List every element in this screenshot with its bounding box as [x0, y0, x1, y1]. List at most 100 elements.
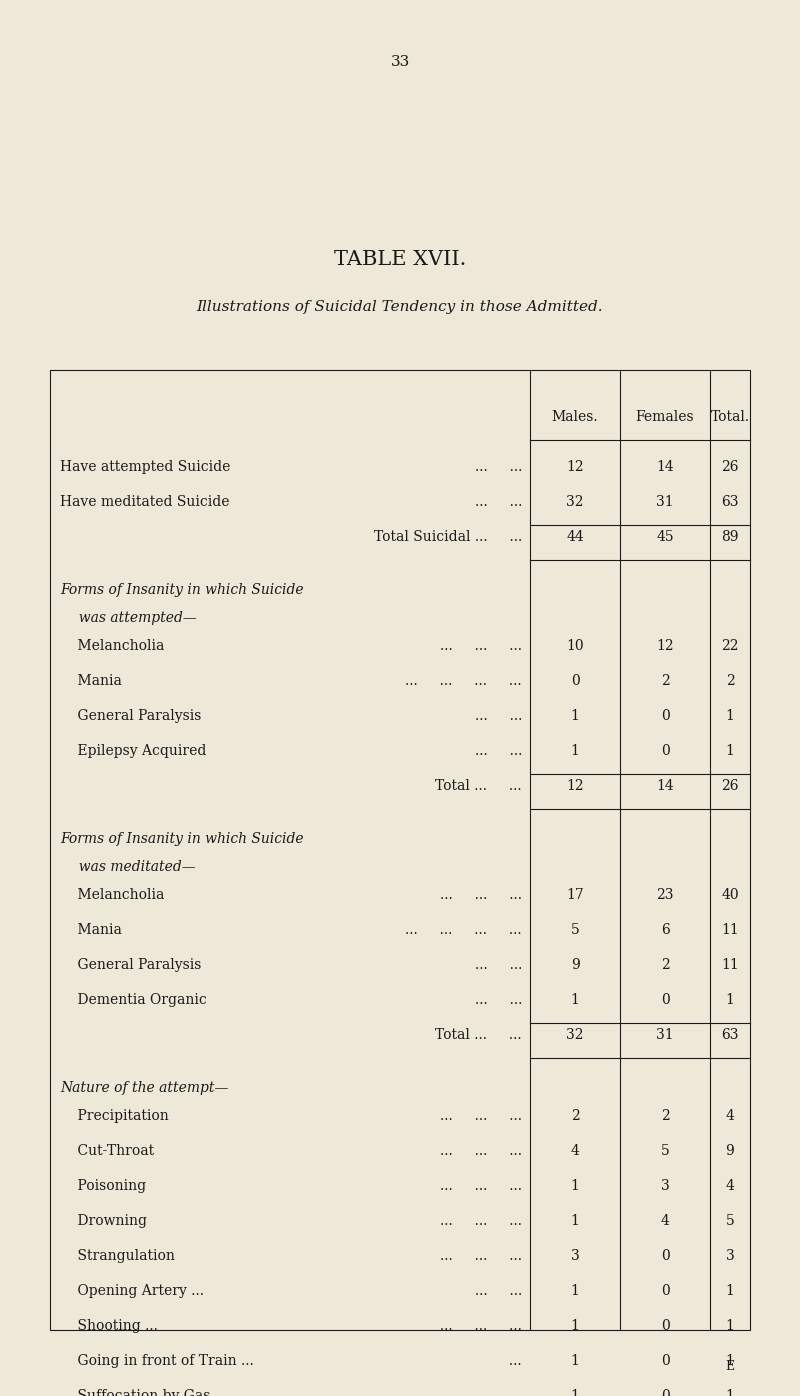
Text: E: E [726, 1360, 734, 1374]
Text: ...     ...     ...: ... ... ... [440, 888, 522, 902]
Text: 0: 0 [661, 1319, 670, 1333]
Text: General Paralysis: General Paralysis [60, 958, 202, 972]
Text: 33: 33 [390, 54, 410, 68]
Text: 1: 1 [726, 1284, 734, 1298]
Text: Epilepsy Acquired: Epilepsy Acquired [60, 744, 206, 758]
Text: ...     ...     ...     ...: ... ... ... ... [406, 923, 522, 937]
Text: ...     ...: ... ... [453, 1389, 522, 1396]
Text: ...     ...: ... ... [474, 993, 522, 1007]
Text: Have meditated Suicide: Have meditated Suicide [60, 496, 230, 510]
Text: Melancholia: Melancholia [60, 639, 164, 653]
Text: 1: 1 [726, 744, 734, 758]
Text: 0: 0 [661, 744, 670, 758]
Text: 1: 1 [570, 1354, 579, 1368]
Text: 1: 1 [570, 709, 579, 723]
Text: Mania: Mania [60, 674, 122, 688]
Text: 1: 1 [570, 993, 579, 1007]
Text: 9: 9 [570, 958, 579, 972]
Text: 40: 40 [721, 888, 739, 902]
Text: Precipitation: Precipitation [60, 1108, 169, 1122]
Text: 32: 32 [566, 496, 584, 510]
Text: 14: 14 [656, 779, 674, 793]
Text: Total Suicidal ...     ...: Total Suicidal ... ... [374, 530, 522, 544]
Text: 63: 63 [722, 1027, 738, 1041]
Text: TABLE XVII.: TABLE XVII. [334, 250, 466, 269]
Text: Opening Artery ...: Opening Artery ... [60, 1284, 204, 1298]
Text: 0: 0 [661, 1354, 670, 1368]
Text: 0: 0 [661, 709, 670, 723]
Text: 2: 2 [661, 674, 670, 688]
Text: 1: 1 [726, 1319, 734, 1333]
Text: 1: 1 [726, 1354, 734, 1368]
Text: 23: 23 [656, 888, 674, 902]
Text: 4: 4 [726, 1180, 734, 1194]
Text: Suffocation by Gas: Suffocation by Gas [60, 1389, 210, 1396]
Text: Drowning: Drowning [60, 1215, 147, 1228]
Text: Total ...     ...: Total ... ... [435, 779, 522, 793]
Text: Nature of the attempt—: Nature of the attempt— [60, 1081, 228, 1094]
Text: 1: 1 [570, 744, 579, 758]
Text: ...: ... [487, 1354, 522, 1368]
Text: Dementia Organic: Dementia Organic [60, 993, 206, 1007]
Text: 0: 0 [570, 674, 579, 688]
Text: 4: 4 [661, 1215, 670, 1228]
Text: ...     ...     ...: ... ... ... [440, 1215, 522, 1228]
Text: 0: 0 [661, 1284, 670, 1298]
Text: 10: 10 [566, 639, 584, 653]
Text: 12: 12 [566, 779, 584, 793]
Text: ...     ...: ... ... [474, 744, 522, 758]
Text: 32: 32 [566, 1027, 584, 1041]
Text: Shooting ...: Shooting ... [60, 1319, 158, 1333]
Text: 5: 5 [726, 1215, 734, 1228]
Text: Mania: Mania [60, 923, 122, 937]
Text: 1: 1 [726, 993, 734, 1007]
Text: 5: 5 [661, 1143, 670, 1159]
Text: Females: Females [636, 410, 694, 424]
Text: 4: 4 [570, 1143, 579, 1159]
Text: 1: 1 [570, 1389, 579, 1396]
Text: Forms of Insanity in which Suicide: Forms of Insanity in which Suicide [60, 584, 304, 597]
Text: 9: 9 [726, 1143, 734, 1159]
Text: 12: 12 [656, 639, 674, 653]
Text: 5: 5 [570, 923, 579, 937]
Text: 89: 89 [722, 530, 738, 544]
Text: 14: 14 [656, 461, 674, 475]
Text: 44: 44 [566, 530, 584, 544]
Text: ...     ...: ... ... [474, 496, 522, 510]
Text: Forms of Insanity in which Suicide: Forms of Insanity in which Suicide [60, 832, 304, 846]
Text: ...     ...     ...     ...: ... ... ... ... [406, 674, 522, 688]
Text: ...     ...: ... ... [453, 1284, 522, 1298]
Text: Melancholia: Melancholia [60, 888, 164, 902]
Text: 3: 3 [570, 1249, 579, 1263]
Text: 3: 3 [661, 1180, 670, 1194]
Text: 31: 31 [656, 1027, 674, 1041]
Text: 1: 1 [570, 1180, 579, 1194]
Text: 11: 11 [721, 958, 739, 972]
Text: ...     ...     ...: ... ... ... [440, 639, 522, 653]
Text: 12: 12 [566, 461, 584, 475]
Text: 26: 26 [722, 779, 738, 793]
Text: Illustrations of Suicidal Tendency in those Admitted.: Illustrations of Suicidal Tendency in th… [197, 300, 603, 314]
Text: ...     ...     ...: ... ... ... [440, 1180, 522, 1194]
Text: ...     ...     ...: ... ... ... [440, 1143, 522, 1159]
Text: 31: 31 [656, 496, 674, 510]
Text: 45: 45 [656, 530, 674, 544]
Text: 1: 1 [726, 709, 734, 723]
Text: Strangulation: Strangulation [60, 1249, 175, 1263]
Text: 22: 22 [722, 639, 738, 653]
Bar [50, 370, 750, 1330]
Text: Total ...     ...: Total ... ... [435, 1027, 522, 1041]
Text: 1: 1 [570, 1284, 579, 1298]
Text: ...     ...     ...: ... ... ... [440, 1249, 522, 1263]
Text: 17: 17 [566, 888, 584, 902]
Text: was meditated—: was meditated— [70, 860, 196, 874]
Text: 0: 0 [661, 1389, 670, 1396]
Text: was attempted—: was attempted— [70, 611, 197, 625]
Text: Cut-Throat: Cut-Throat [60, 1143, 154, 1159]
Text: 4: 4 [726, 1108, 734, 1122]
Text: 11: 11 [721, 923, 739, 937]
Text: Poisoning: Poisoning [60, 1180, 146, 1194]
Text: 63: 63 [722, 496, 738, 510]
Text: ...     ...     ...: ... ... ... [440, 1108, 522, 1122]
Text: Males.: Males. [552, 410, 598, 424]
